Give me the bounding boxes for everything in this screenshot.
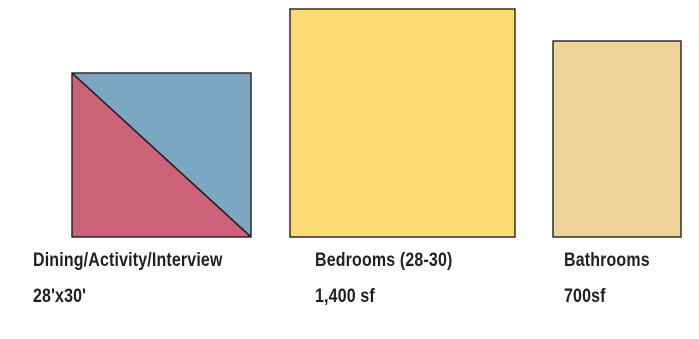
bathrooms-size: 700sf — [564, 286, 606, 307]
bedrooms-block — [289, 8, 516, 238]
dining-label: Dining/Activity/Interview 28'x30' — [33, 250, 223, 322]
bedrooms-label: Bedrooms (28-30) 1,400 sf — [315, 250, 453, 322]
bedrooms-size: 1,400 sf — [315, 286, 375, 307]
dining-name: Dining/Activity/Interview — [33, 250, 223, 271]
bathrooms-name: Bathrooms — [564, 250, 650, 271]
bedrooms-name: Bedrooms (28-30) — [315, 250, 453, 271]
dining-outline — [71, 72, 252, 238]
bathrooms-label: Bathrooms 700sf — [564, 250, 650, 322]
dining-activity-interview-block — [71, 72, 252, 238]
dining-size: 28'x30' — [33, 286, 87, 307]
dining-diagonal-line — [71, 72, 252, 238]
bathrooms-block — [552, 40, 682, 238]
